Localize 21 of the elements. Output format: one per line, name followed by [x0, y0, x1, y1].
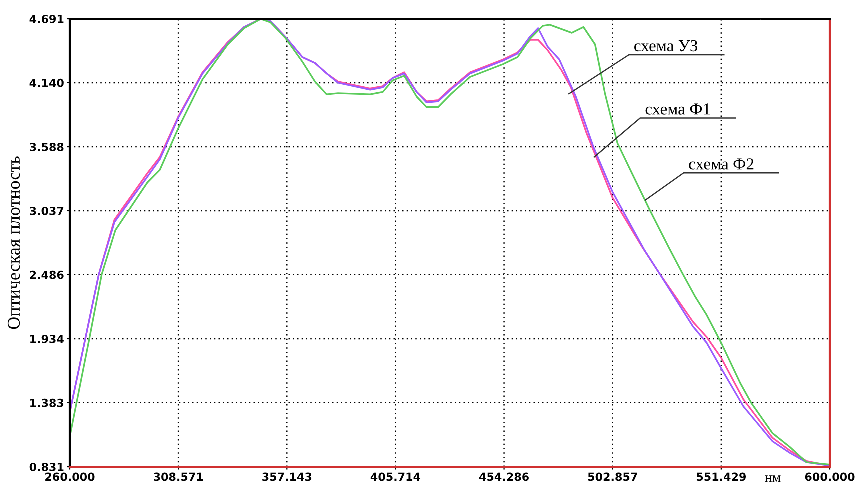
x-tick-label: 405.714 [370, 472, 421, 482]
annotation: схема УЗ [634, 40, 698, 52]
x-tick-label: 260.000 [46, 472, 95, 482]
x-tick-label: 551.429 [696, 472, 746, 482]
y-tick-label: 1.383 [30, 398, 64, 408]
x-tick-label: 600.000 [805, 472, 855, 482]
y-tick-label: 4.691 [30, 14, 64, 24]
x-tick-label: 502.857 [588, 472, 638, 482]
y-tick-label: 3.588 [30, 142, 64, 152]
y-tick-label: 4.140 [30, 78, 64, 88]
annotation: схема Ф1 [646, 104, 710, 115]
y-tick-label: 0.831 [30, 462, 64, 472]
x-tick-label: 454.286 [479, 472, 529, 482]
x-tick-label: 357.143 [262, 472, 312, 482]
x-tick-label: 308.571 [154, 472, 204, 482]
y-axis-title: Оптическая плотность [8, 156, 20, 330]
y-tick-label: 2.486 [30, 270, 64, 280]
x-axis-title: нм [765, 476, 781, 482]
y-tick-label: 3.037 [30, 206, 64, 216]
annotation: схема Ф2 [689, 158, 754, 170]
y-tick-label: 1.934 [30, 334, 64, 344]
